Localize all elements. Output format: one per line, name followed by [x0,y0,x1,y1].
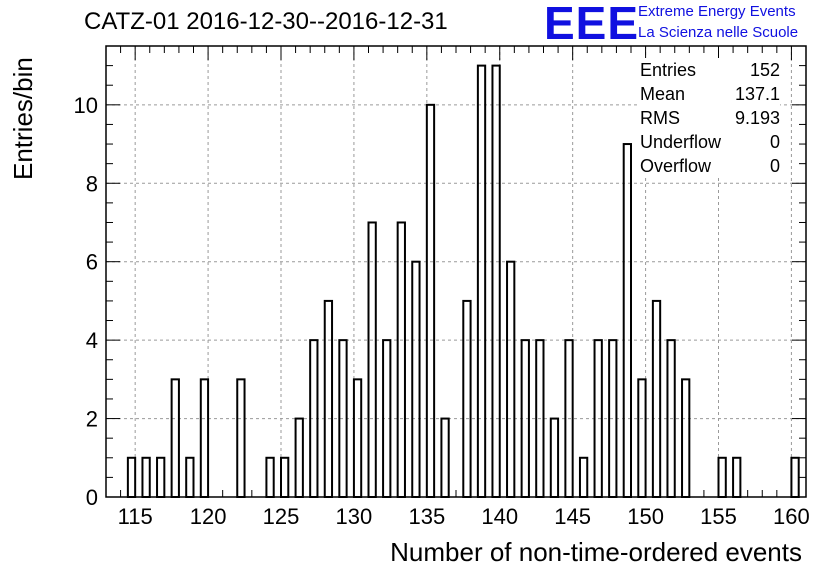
stats-label: Entries [640,60,697,80]
y-tick-label: 6 [86,250,98,275]
stats-label: Underflow [640,132,722,152]
x-tick-labels: 115 120 125 130 135 140 145 150 155 160 [118,504,810,529]
histogram-bar [141,456,151,499]
histogram-bar [549,417,560,498]
y-tick-label: 2 [86,407,98,432]
histogram-bar [637,378,647,499]
y-tick-label: 0 [86,485,98,510]
stats-value: 0 [769,132,780,152]
y-axis-label: Entries/bin [8,57,38,180]
histogram-bar [265,456,275,499]
x-tick-label: 145 [554,504,591,529]
stats-label: RMS [640,108,680,128]
stats-value: 0 [769,156,780,176]
histogram-bar [462,299,472,499]
histogram-bar [126,456,137,499]
histogram-bar [790,456,800,499]
histogram-bar [185,456,195,499]
histogram-bar [440,417,450,498]
y-tick-label: 10 [74,93,98,118]
histogram-bar [506,260,516,498]
eee-logo: EEE [544,0,640,49]
logo-line-1: Extreme Energy Events [638,3,796,20]
x-axis-label: Number of non-time-ordered events [390,537,802,567]
histogram-bar [411,260,421,498]
histogram-bar [323,299,334,499]
stats-label: Overflow [640,156,712,176]
histogram-bar [367,221,377,498]
x-tick-label: 120 [190,504,227,529]
histogram-bar [280,456,290,499]
stats-box: Entries 152 Mean 137.1 RMS 9.193 Underfl… [640,58,780,178]
stats-row-entries: Entries 152 [640,58,780,82]
stats-label: Mean [640,84,686,104]
histogram-bar [156,456,166,499]
histogram-bar [717,456,727,499]
y-tick-labels: 0 2 4 6 8 10 [74,93,98,510]
y-tick-label: 4 [86,328,98,353]
stats-row-mean: Mean 137.1 [640,82,780,106]
histogram-bar [622,143,632,498]
histogram-bar [578,456,589,499]
logo-line-2: La Scienza nelle Scuole [638,24,799,41]
x-tick-label: 130 [336,504,373,529]
stats-value: 9.193 [734,108,780,128]
histogram-bar [396,221,406,498]
histogram-bar [651,299,662,499]
histogram-bar [236,378,246,499]
x-tick-label: 155 [700,504,737,529]
x-tick-label: 160 [773,504,810,529]
stats-row-underflow: Underflow 0 [640,130,780,154]
x-tick-label: 125 [263,504,300,529]
histogram-bar [681,378,691,499]
y-tick-label: 8 [86,171,98,196]
histogram-bar [352,378,363,499]
histogram-bar [425,103,436,499]
chart-title: CATZ-01 2016-12-30--2016-12-31 [84,8,448,35]
stats-value: 137.1 [734,84,780,104]
x-tick-label: 150 [627,504,664,529]
x-tick-label: 140 [481,504,518,529]
x-tick-label: 135 [408,504,445,529]
histogram-bar [476,64,487,498]
x-tick-label: 115 [118,504,153,529]
histogram-bar [491,64,501,498]
stats-row-rms: RMS 9.193 [640,106,780,130]
stats-row-overflow: Overflow 0 [640,154,780,178]
stats-value: 152 [749,60,780,80]
histogram-bar [199,378,210,499]
histogram-bar [294,417,304,498]
histogram-bar [170,378,180,499]
axes [105,45,807,498]
histogram-bar [732,456,742,499]
